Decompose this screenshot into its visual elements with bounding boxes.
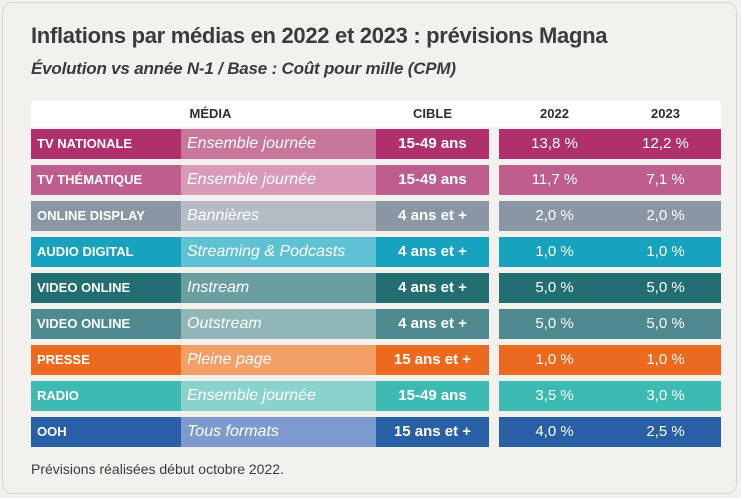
value-2023: 12,2 % <box>642 135 689 152</box>
format-cell: Outstream <box>181 309 390 339</box>
value-2022: 1,0 % <box>535 243 574 260</box>
media-cell: RADIO <box>31 381 181 411</box>
value-2022: 1,0 % <box>535 351 574 368</box>
header-cible: CIBLE <box>413 106 452 121</box>
value-2023: 5,0 % <box>646 279 685 296</box>
media-cell: TV THÉMATIQUE <box>31 165 181 195</box>
values-cell: 2,0 % 2,0 % <box>499 201 721 231</box>
header-2023: 2023 <box>651 106 680 121</box>
cible-cell: 4 ans et + <box>376 201 489 231</box>
table-header: MÉDIA CIBLE 2022 2023 <box>31 101 721 127</box>
values-cell: 4,0 % 2,5 % <box>499 417 721 447</box>
cible-cell: 4 ans et + <box>376 237 489 267</box>
value-2022: 13,8 % <box>531 135 578 152</box>
media-cell: VIDEO ONLINE <box>31 273 181 303</box>
table-row: Bannières ONLINE DISPLAY 4 ans et +2,0 % 2,… <box>31 201 721 231</box>
values-cell: 5,0 % 5,0 % <box>499 309 721 339</box>
value-2023: 5,0 % <box>646 315 685 332</box>
values-cell: 13,8 % 12,2 % <box>499 129 721 159</box>
values-cell: 3,5 % 3,0 % <box>499 381 721 411</box>
format-cell: Streaming & Podcasts <box>181 237 390 267</box>
format-cell: Bannières <box>181 201 390 231</box>
infographic-card: Inflations par médias en 2022 et 2023 : … <box>2 2 737 494</box>
cible-cell: 4 ans et + <box>376 309 489 339</box>
cible-cell: 4 ans et + <box>376 273 489 303</box>
media-cell: PRESSE <box>31 345 181 375</box>
table-row: Streaming & Podcasts AUDIO DIGITAL 4 ans e… <box>31 237 721 267</box>
value-2022: 2,0 % <box>535 207 574 224</box>
values-cell: 11,7 % 7,1 % <box>499 165 721 195</box>
values-cell: 5,0 % 5,0 % <box>499 273 721 303</box>
footnote: Prévisions réalisées début octobre 2022. <box>31 461 284 477</box>
cible-cell: 15 ans et + <box>376 345 489 375</box>
table-row: Ensemble journée TV THÉMATIQUE 15-49 ans 11… <box>31 165 721 195</box>
value-2022: 4,0 % <box>535 423 574 440</box>
value-2023: 1,0 % <box>646 243 685 260</box>
page-subtitle: Évolution vs année N-1 / Base : Coût pou… <box>31 59 456 78</box>
table-row: Pleine page PRESSE 15 ans et + 1,0 % 1,0 % <box>31 345 721 375</box>
value-2023: 2,0 % <box>646 207 685 224</box>
media-cell: TV NATIONALE <box>31 129 181 159</box>
value-2023: 2,5 % <box>646 423 685 440</box>
cible-cell: 15-49 ans <box>376 165 489 195</box>
value-2022: 5,0 % <box>535 315 574 332</box>
format-cell: Instream <box>181 273 390 303</box>
cible-cell: 15-49 ans <box>376 381 489 411</box>
page-title: Inflations par médias en 2022 et 2023 : … <box>31 23 608 48</box>
format-cell: Ensemble journée <box>181 129 390 159</box>
format-cell: Pleine page <box>181 345 390 375</box>
cible-cell: 15-49 ans <box>376 129 489 159</box>
table-row: Tous formats OOH 15 ans et + 4,0 % 2,5 % <box>31 417 721 447</box>
value-2023: 3,0 % <box>646 387 685 404</box>
media-cell: OOH <box>31 417 181 447</box>
value-2022: 5,0 % <box>535 279 574 296</box>
value-2022: 11,7 % <box>531 171 578 188</box>
format-cell: Ensemble journée <box>181 381 390 411</box>
format-cell: Ensemble journée <box>181 165 390 195</box>
table-row: Instream VIDEO ONLINE 4 ans et + 5,0 % 5,0 % <box>31 273 721 303</box>
header-2022: 2022 <box>540 106 569 121</box>
value-2023: 1,0 % <box>646 351 685 368</box>
cible-cell: 15 ans et + <box>376 417 489 447</box>
media-cell: VIDEO ONLINE <box>31 309 181 339</box>
header-media: MÉDIA <box>189 106 232 121</box>
media-cell: AUDIO DIGITAL <box>31 237 181 267</box>
table-row: Outstream VIDEO ONLINE 4 ans et +5,0 % 5,0 … <box>31 309 721 339</box>
table-row: Ensemble journée TV NATIONALE 15-49 ans 13,… <box>31 129 721 159</box>
value-2023: 7,1 % <box>646 171 685 188</box>
values-cell: 1,0 % 1,0 % <box>499 345 721 375</box>
table-row: Ensemble journée RADIO 15-49 ans 3,5 % 3,0 % <box>31 381 721 411</box>
value-2022: 3,5 % <box>535 387 574 404</box>
values-cell: 1,0 % 1,0 % <box>499 237 721 267</box>
media-cell: ONLINE DISPLAY <box>31 201 181 231</box>
format-cell: Tous formats <box>181 417 390 447</box>
